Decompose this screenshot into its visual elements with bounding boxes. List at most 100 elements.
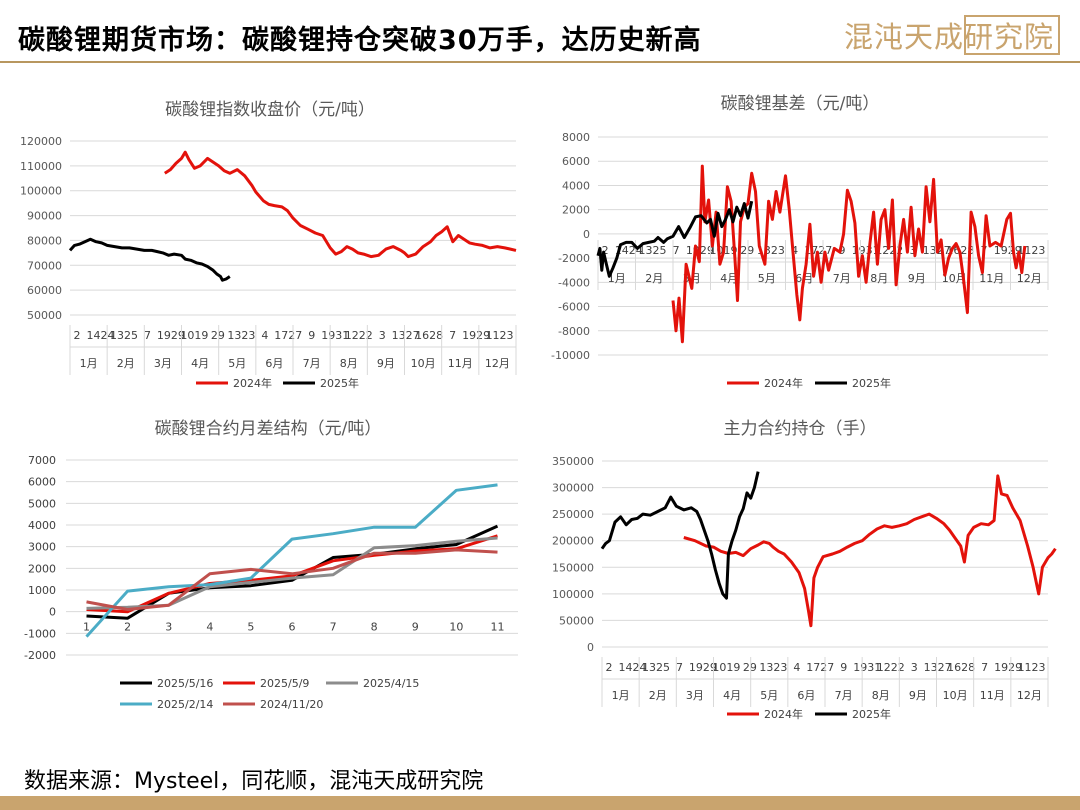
page-title: 碳酸锂期货市场：碳酸锂持仓突破30万手，达历史新高 [18, 25, 702, 56]
month-label: 8月 [872, 689, 890, 702]
series-line [671, 164, 1027, 344]
legend-label: 2024/11/20 [260, 698, 323, 711]
x-tick-label: 1929 [157, 329, 185, 342]
chart-title: 主力合约持仓（手） [724, 419, 877, 439]
y-tick-label: 70000 [27, 259, 62, 272]
month-label: 3月 [686, 689, 704, 702]
legend-label: 2025年 [852, 707, 891, 721]
y-tick-label: 100000 [20, 185, 62, 198]
series-line [86, 534, 498, 614]
legend-label: 2024年 [764, 376, 803, 390]
x-tick-label: 1628 [415, 329, 443, 342]
month-label: 12月 [1017, 272, 1042, 285]
y-tick-label: 120000 [20, 135, 62, 148]
x-tick-label: 7 [981, 661, 988, 674]
x-tick-label: 9 [838, 244, 845, 257]
x-tick-label: 2 [602, 244, 609, 257]
x-tick-label: 3 [911, 661, 918, 674]
x-tick-label: 1727 [274, 329, 302, 342]
month-label: 11月 [980, 689, 1005, 702]
month-label: 3月 [154, 357, 172, 370]
x-tick-label: 1019 [712, 661, 740, 674]
y-tick-label: 110000 [20, 160, 62, 173]
y-tick-label: 1000 [28, 584, 56, 597]
y-tick-label: -10000 [551, 349, 590, 362]
y-tick-label: -4000 [558, 276, 590, 289]
month-label: 1月 [80, 357, 98, 370]
y-tick-label: 5000 [28, 497, 56, 510]
y-tick-label: 0 [587, 641, 594, 654]
month-label: 8月 [340, 357, 358, 370]
y-tick-label: 50000 [559, 614, 594, 627]
chart-index-close-price: 碳酸锂指数收盘价（元/吨） 120000 110000 100000 90000 8000… [20, 100, 517, 390]
y-tick-label: 3000 [28, 541, 56, 554]
month-label: 7月 [833, 272, 851, 285]
x-tick-label: 3 [165, 621, 172, 634]
chart-title: 碳酸锂指数收盘价（元/吨） [165, 100, 375, 120]
month-label: 4月 [723, 689, 741, 702]
x-tick-label: 29 [740, 244, 754, 257]
x-tick-label: 1929 [462, 329, 490, 342]
x-tick-label: 7 [144, 329, 151, 342]
y-tick-label: 4000 [562, 179, 590, 192]
logo-text: 混沌天成研究院 [844, 20, 1055, 54]
x-tick-label: 7 [330, 621, 337, 634]
x-tick-label: 6 [289, 621, 296, 634]
y-tick-label: -2000 [558, 252, 590, 265]
month-label: 4月 [191, 357, 209, 370]
logo-frame [964, 15, 1060, 55]
series-line [163, 150, 517, 259]
x-tick-label: 1123 [486, 329, 514, 342]
y-tick-label: 80000 [27, 234, 62, 247]
footer-bar [0, 796, 1080, 810]
series-line [683, 474, 1057, 628]
x-tick-label: 1323 [759, 661, 787, 674]
legend-label: 2025年 [320, 376, 359, 390]
x-tick-label: 4 [791, 244, 798, 257]
y-tick-label: -6000 [558, 301, 590, 314]
x-tick-label: 10 [449, 621, 463, 634]
series-line [86, 548, 498, 611]
legend-label: 2025/5/9 [260, 677, 309, 690]
y-tick-label: 0 [583, 228, 590, 241]
month-label: 7月 [835, 689, 853, 702]
x-tick-label: 9 [840, 661, 847, 674]
month-label: 11月 [448, 357, 473, 370]
x-tick-label: 4 [261, 329, 268, 342]
month-label: 5月 [760, 689, 778, 702]
x-tick-label: 11 [490, 621, 504, 634]
y-tick-label: 150000 [552, 561, 594, 574]
x-tick-label: 1327 [924, 661, 952, 674]
data-source-note: 数据来源：Mysteel，同花顺，混沌天成研究院 [24, 769, 484, 794]
month-label: 1月 [608, 272, 626, 285]
x-tick-label: 1325 [110, 329, 138, 342]
x-tick-label: 1325 [638, 244, 666, 257]
y-tick-label: 100000 [552, 588, 594, 601]
month-label: 2月 [649, 689, 667, 702]
x-tick-label: 9 [412, 621, 419, 634]
x-tick-label: 9 [308, 329, 315, 342]
month-label: 5月 [228, 357, 246, 370]
x-tick-label: 29 [211, 329, 225, 342]
x-tick-label: 1323 [227, 329, 255, 342]
x-tick-label: 1222 [877, 661, 905, 674]
y-tick-label: 300000 [552, 482, 594, 495]
x-tick-label: 1 [83, 621, 90, 634]
y-tick-label: 60000 [27, 284, 62, 297]
y-tick-label: 0 [49, 606, 56, 619]
legend-label: 2025/5/16 [157, 677, 213, 690]
y-tick-label: 350000 [552, 455, 594, 468]
y-tick-label: 250000 [552, 508, 594, 521]
month-label: 5月 [758, 272, 776, 285]
chart-title: 碳酸锂合约月差结构（元/吨） [155, 419, 382, 439]
y-tick-label: -2000 [24, 649, 56, 662]
chart-main-contract-open-interest: 主力合约持仓（手）3500003000002500002000001500001… [552, 419, 1057, 721]
y-tick-label: 4000 [28, 519, 56, 532]
month-label: 12月 [485, 357, 510, 370]
x-tick-label: 4 [206, 621, 213, 634]
y-tick-label: 90000 [27, 210, 62, 223]
x-tick-label: 4 [793, 661, 800, 674]
x-tick-label: 2 [606, 661, 613, 674]
month-label: 10月 [942, 272, 967, 285]
month-label: 2月 [117, 357, 135, 370]
